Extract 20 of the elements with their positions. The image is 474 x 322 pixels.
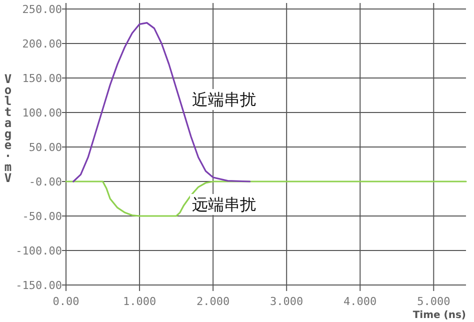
x-axis-title: Time (ns) — [412, 310, 466, 321]
x-tick-label: 2.000 — [196, 295, 230, 308]
y-axis-title: Voltage·mV — [1, 72, 15, 182]
y-tick-label: -0.00 — [28, 176, 62, 188]
annotation: 远端串扰 — [192, 195, 256, 214]
line-series — [65, 180, 467, 217]
annotation: 近端串扰 — [192, 90, 256, 109]
y-tick-label: 250.00 — [22, 3, 62, 16]
x-tick-label: 3.000 — [270, 295, 304, 308]
x-tick-label: 5.000 — [417, 295, 450, 308]
x-tick-label: 0.00 — [52, 295, 80, 308]
y-tick-label: 100.00 — [22, 106, 62, 120]
y-tick-label: -150.00 — [16, 279, 62, 292]
x-tick-label: 1.000 — [122, 295, 156, 308]
x-tick-label: 4.000 — [344, 295, 377, 308]
y-tick-label: 50.00 — [28, 141, 62, 154]
y-tick-label: 200.00 — [22, 38, 62, 50]
y-tick-label: 150.00 — [22, 72, 62, 85]
y-tick-label: -100.00 — [16, 244, 62, 258]
y-tick-label: -50.00 — [22, 210, 62, 223]
